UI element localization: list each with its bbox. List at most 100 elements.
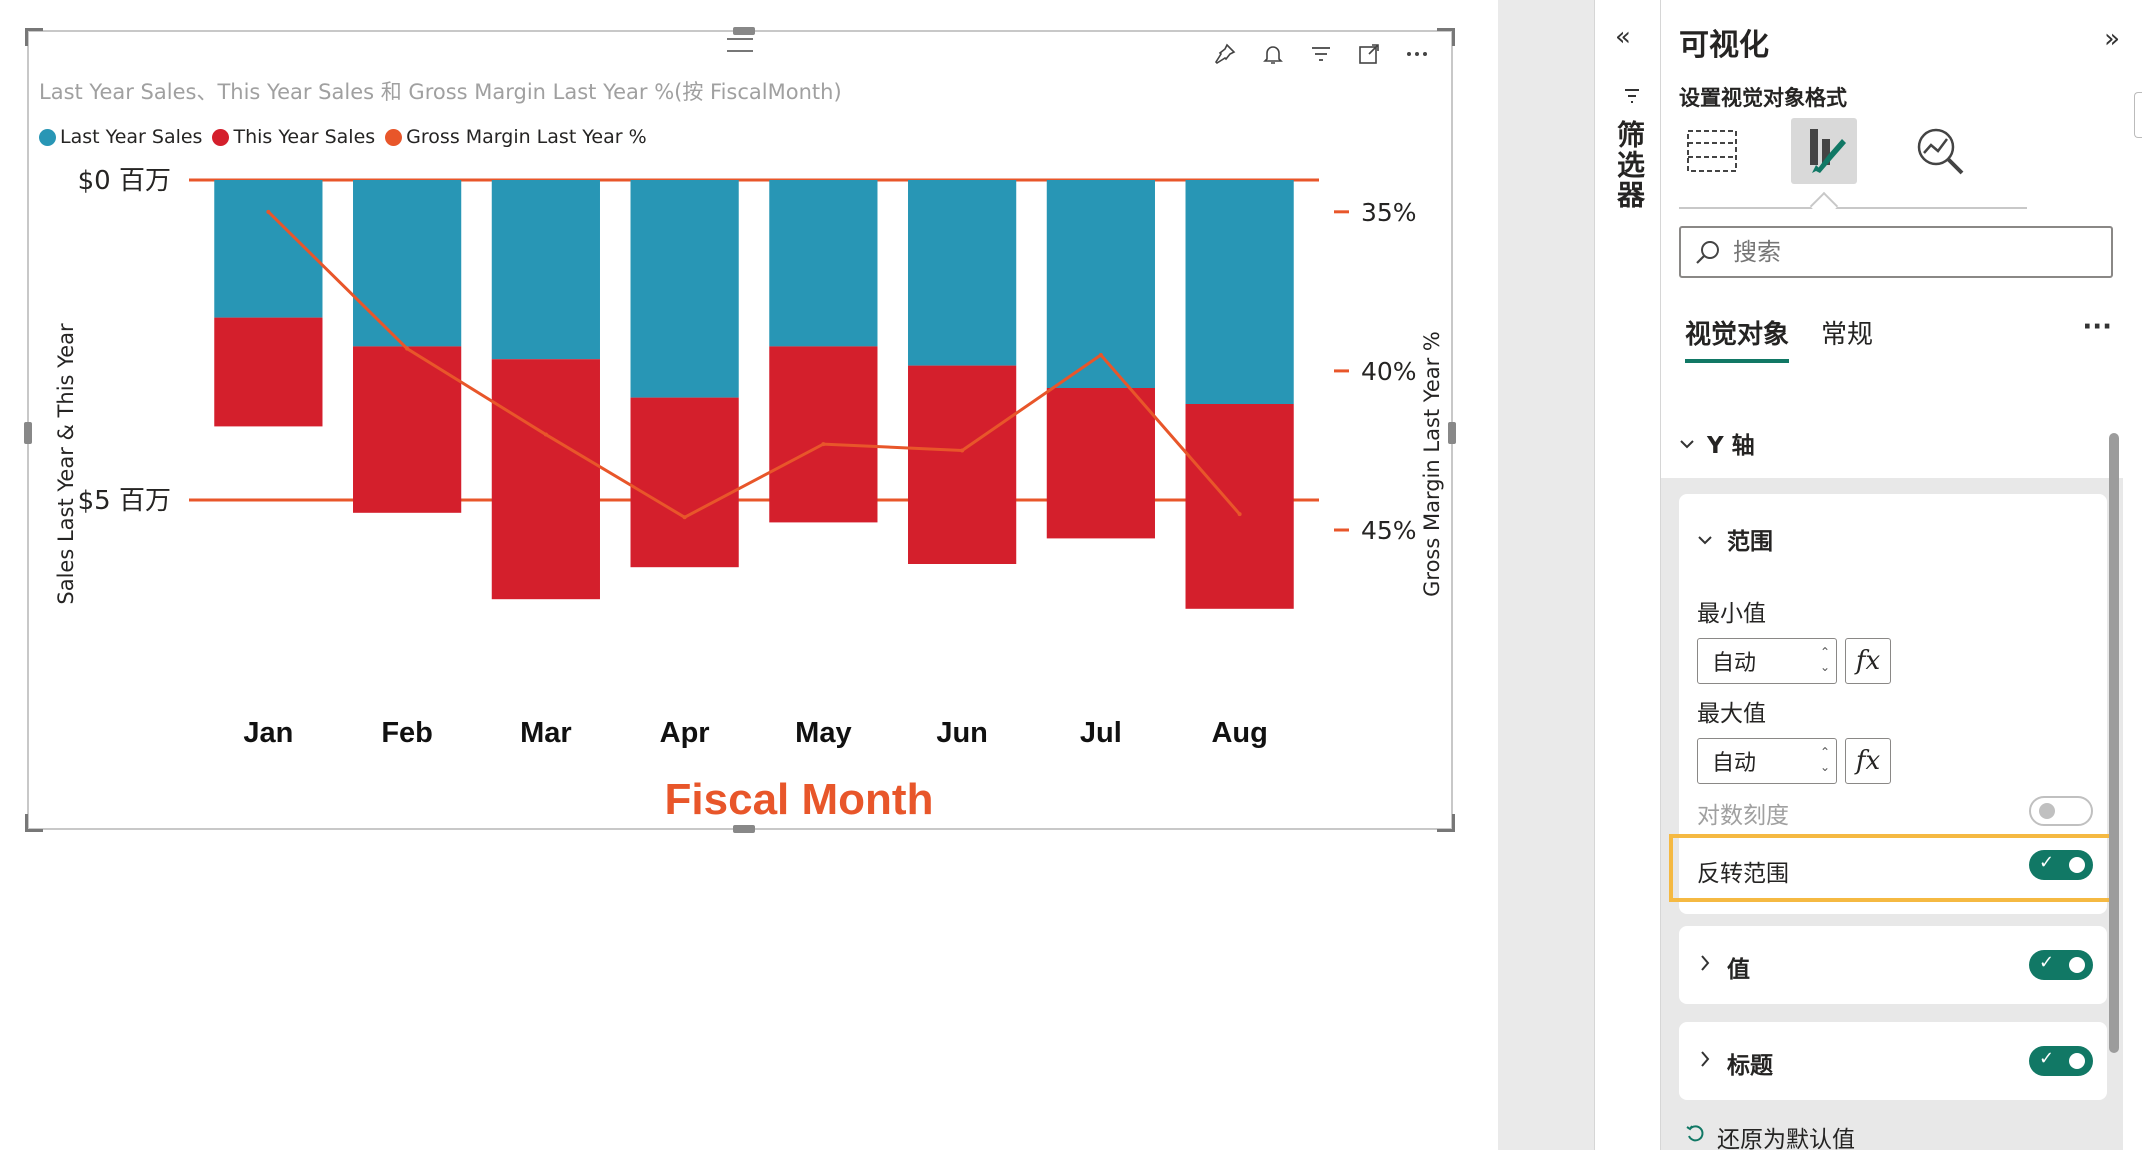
resize-handle-bottom-right[interactable]	[1437, 814, 1455, 832]
bar-this-year-sales	[491, 359, 600, 600]
pane-scrollbar[interactable]	[2109, 433, 2119, 1053]
search-input[interactable]	[1733, 238, 2093, 266]
bar-this-year-sales	[214, 317, 323, 427]
values-label: 值	[1727, 957, 1750, 983]
double-chevron-right-icon[interactable]: »	[2104, 24, 2120, 54]
build-visual-button[interactable]	[1679, 118, 1745, 184]
legend-label: Last Year Sales	[60, 126, 203, 148]
tab-visual[interactable]: 视觉对象	[1685, 314, 1790, 363]
range-card-header[interactable]: 范围	[1679, 522, 1773, 556]
toggle-knob	[2039, 803, 2055, 819]
title-card[interactable]: 标题 ✓	[1679, 1022, 2107, 1100]
format-type-divider	[1679, 207, 2027, 209]
y2-tick-label: 35%	[1361, 198, 1417, 227]
values-toggle[interactable]: ✓	[2029, 950, 2093, 980]
double-chevron-left-icon[interactable]: «	[1615, 22, 1631, 52]
max-value-label: 最大值	[1697, 701, 1766, 727]
max-value-stepper[interactable]: 自动 ⌃ ⌄	[1697, 738, 1837, 784]
y-axis-section-header[interactable]: Y 轴	[1661, 408, 2123, 478]
toggle-knob	[2069, 957, 2085, 973]
pin-icon[interactable]	[1211, 40, 1239, 68]
search-icon	[1696, 241, 1719, 264]
y-tick-label: $5 百万	[78, 486, 171, 516]
line-gross-margin	[267, 210, 1241, 519]
section-label: Y 轴	[1707, 433, 1755, 459]
bar-this-year-sales	[769, 346, 878, 523]
x-tick-label: Mar	[520, 717, 572, 749]
legend-item-gross-margin[interactable]: Gross Margin Last Year %	[385, 126, 647, 148]
bell-icon[interactable]	[1259, 40, 1287, 68]
reset-to-default-button[interactable]: 还原为默认值	[1685, 1120, 1855, 1150]
log-scale-label: 对数刻度	[1697, 803, 1789, 829]
more-options-icon[interactable]: ···	[2082, 312, 2112, 342]
x-tick-label: Jun	[936, 717, 988, 749]
log-scale-toggle[interactable]	[2029, 796, 2093, 826]
resize-handle-bottom[interactable]	[733, 825, 755, 833]
build-visual-icon	[1687, 130, 1737, 172]
fx-button-max[interactable]: fx	[1845, 738, 1891, 784]
chart-visual[interactable]: Last Year Sales、This Year Sales 和 Gross …	[24, 27, 1456, 833]
invert-range-toggle[interactable]: ✓	[2029, 850, 2093, 880]
line-point-gross-margin	[405, 346, 410, 351]
resize-handle-bottom-left[interactable]	[25, 814, 43, 832]
stepper-arrows-icon[interactable]: ⌃ ⌄	[1819, 745, 1830, 774]
bar-this-year-sales	[1185, 404, 1294, 609]
invert-range-highlight	[1669, 834, 2117, 902]
filters-pane-label[interactable]: 筛选器	[1613, 120, 1646, 210]
pane-title: 可视化	[1679, 28, 1769, 63]
resize-handle-top-right[interactable]	[1437, 28, 1455, 46]
range-card: 范围 最小值 自动 ⌃ ⌄ fx 最大值 自动 ⌃ ⌄ fx 对数刻度 反转范围 ✓	[1679, 494, 2107, 914]
resize-handle-left[interactable]	[24, 422, 32, 444]
analytics-button[interactable]	[1907, 118, 1973, 184]
min-value-label: 最小值	[1697, 601, 1766, 627]
legend-label: Gross Margin Last Year %	[406, 126, 647, 148]
more-options-icon[interactable]	[1403, 40, 1431, 68]
bar-last-year-sales	[908, 180, 1017, 366]
resize-handle-right[interactable]	[1448, 422, 1456, 444]
line-point-gross-margin	[682, 515, 687, 520]
title-toggle[interactable]: ✓	[2029, 1046, 2093, 1076]
legend-marker	[39, 128, 56, 146]
min-value-stepper[interactable]: 自动 ⌃ ⌄	[1697, 638, 1837, 684]
bar-last-year-sales	[630, 180, 739, 398]
line-point-gross-margin	[821, 442, 826, 447]
bar-last-year-sales	[769, 180, 878, 347]
bar-this-year-sales	[630, 397, 739, 568]
check-icon: ✓	[2039, 1048, 2055, 1069]
focus-mode-icon[interactable]	[1355, 40, 1383, 68]
reset-label: 还原为默认值	[1717, 1127, 1855, 1150]
chart-legend: Last Year Sales This Year Sales Gross Ma…	[39, 126, 647, 148]
active-indicator-caret	[1809, 191, 1839, 221]
x-tick-label: Jan	[243, 717, 293, 749]
tab-general[interactable]: 常规	[1821, 320, 1874, 350]
filter-icon[interactable]	[1307, 40, 1335, 68]
check-icon: ✓	[2039, 952, 2055, 973]
fx-button-min[interactable]: fx	[1845, 638, 1891, 684]
legend-item-last-year-sales[interactable]: Last Year Sales	[39, 126, 202, 148]
x-tick-label: Apr	[660, 717, 710, 749]
y2-axis-title: Gross Margin Last Year %	[1420, 331, 1444, 597]
visual-header-toolbar	[1211, 40, 1431, 68]
drag-grip-icon[interactable]	[727, 38, 753, 52]
stepper-arrows-icon[interactable]: ⌃ ⌄	[1819, 645, 1830, 674]
format-visual-icon	[1810, 129, 1846, 173]
bar-this-year-sales	[908, 365, 1017, 564]
format-visual-button[interactable]	[1791, 118, 1857, 184]
legend-marker	[385, 128, 403, 146]
x-axis-title: Fiscal Month	[665, 775, 934, 824]
y2-tick-label: 40%	[1361, 357, 1417, 386]
x-tick-label: May	[795, 717, 851, 749]
legend-item-this-year-sales[interactable]: This Year Sales	[212, 126, 375, 148]
pane-edge-tab[interactable]	[2134, 92, 2142, 138]
resize-handle-top[interactable]	[733, 27, 755, 35]
bar-this-year-sales	[1046, 388, 1155, 539]
values-card[interactable]: 值 ✓	[1679, 926, 2107, 1004]
chart-plot: $0 百万 $5 百万 35% 40% 45% Jan Feb Mar Apr May Jun Jul…	[54, 166, 1444, 824]
resize-handle-top-left[interactable]	[25, 28, 43, 46]
chart-title: Last Year Sales、This Year Sales 和 Gross …	[39, 80, 842, 104]
report-canvas: Last Year Sales、This Year Sales 和 Gross …	[24, 27, 1456, 833]
search-box[interactable]	[1679, 226, 2113, 278]
line-point-gross-margin	[1237, 512, 1242, 517]
filters-pane: « 筛选器	[1594, 0, 1660, 1150]
